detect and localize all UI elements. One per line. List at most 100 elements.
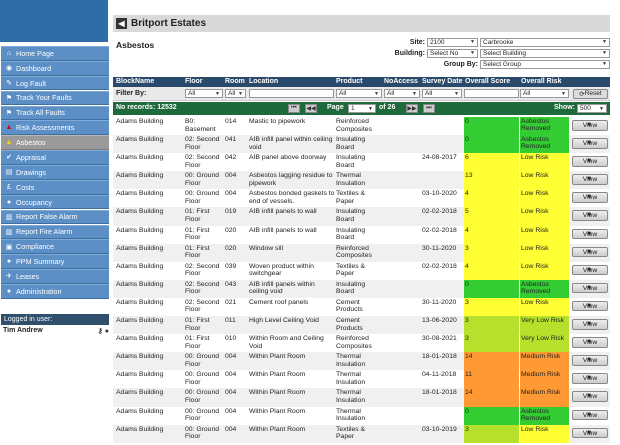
sidebar-item-appraisal[interactable]: ✔ Appraisal xyxy=(1,150,109,165)
view-icon: ■ xyxy=(587,411,591,418)
sidebar-item-ppm-summary[interactable]: ● PPM Summary xyxy=(1,254,109,269)
date-filter-select[interactable]: All ▼ xyxy=(422,89,462,98)
col-blockname[interactable]: BlockName xyxy=(116,78,155,85)
view-button[interactable]: ■ View xyxy=(572,427,608,439)
first-page-icon[interactable]: ⏮ xyxy=(288,104,300,113)
noaccess-filter-select[interactable]: All ▼ xyxy=(384,89,420,98)
view-button[interactable]: ■ View xyxy=(572,138,608,149)
view-button[interactable]: ■ View xyxy=(572,409,608,420)
col-overall-score[interactable]: Overall Score xyxy=(465,78,511,85)
view-button[interactable]: ■ View xyxy=(572,264,608,276)
table-row: Adams Building 01: First Floor 019 AIB infi… xyxy=(113,207,610,226)
check-icon: ✔ xyxy=(6,154,12,162)
cell-block: Adams Building xyxy=(116,172,164,180)
site-code-select[interactable]: 2100 ▼ xyxy=(427,37,478,47)
col-floor[interactable]: Floor xyxy=(185,78,203,85)
page-select[interactable]: 1 ▼ xyxy=(348,104,376,113)
sidebar-item-compliance[interactable]: ▣ Compliance xyxy=(1,239,109,255)
col-survey-date[interactable]: Survey Date xyxy=(422,78,463,85)
next-page-icon[interactable]: ▶▶ xyxy=(406,104,418,113)
sidebar-item-administration[interactable]: ● Administration xyxy=(1,284,109,299)
cell-product: Insulating Board xyxy=(336,136,366,151)
col-product[interactable]: Product xyxy=(336,78,363,85)
last-page-icon[interactable]: ⏭ xyxy=(423,104,435,113)
table-row: Adams Building 02: Second Floor 041 AIB inf… xyxy=(113,135,610,154)
cell-overall-score: 3 xyxy=(464,334,519,353)
room-filter-select[interactable]: All ▼ xyxy=(225,89,246,98)
cell-survey-date: 24-08-2017 xyxy=(422,154,457,162)
product-filter-select[interactable]: All ▼ xyxy=(336,89,382,98)
group-by-select[interactable]: Select Group ▼ xyxy=(480,59,610,70)
sidebar-item-dashboard[interactable]: ◉ Dashboard xyxy=(1,60,109,76)
cell-overall-score: 3 xyxy=(464,297,519,317)
cell-location: Window sill xyxy=(249,244,283,252)
view-button[interactable]: ■ View xyxy=(572,300,608,312)
cell-block: Adams Building xyxy=(116,136,164,144)
sidebar-item-report-fire-alarm[interactable]: ▥ Report Fire Alarm xyxy=(1,224,109,240)
location-filter-input[interactable] xyxy=(249,89,334,98)
building-name-select[interactable]: Select Building ▼ xyxy=(480,48,610,59)
view-button[interactable]: ■ View xyxy=(572,355,608,366)
score-filter-input[interactable] xyxy=(464,89,519,98)
sidebar-item-occupancy[interactable]: ● Occupancy xyxy=(1,194,109,210)
cell-product: Insulating Board xyxy=(336,208,366,223)
sidebar-item-home-page[interactable]: ⌂ Home Page xyxy=(1,46,109,61)
sidebar-item-label: Report False Alarm xyxy=(16,212,78,222)
cell-room: 014 xyxy=(225,118,237,125)
risk-filter-select[interactable]: All ▼ xyxy=(520,89,569,98)
cell-location: Asbestos bonded gaskets to end of vessel… xyxy=(249,190,335,205)
col-room[interactable]: Room xyxy=(225,78,245,85)
back-icon[interactable]: ◀ xyxy=(116,18,127,29)
floor-filter-select[interactable]: All ▼ xyxy=(185,89,223,98)
view-label: View xyxy=(582,140,598,148)
col-overall-risk[interactable]: Overall Risk xyxy=(521,78,562,85)
view-button[interactable]: ■ View xyxy=(572,228,608,240)
cell-product: Thermal Insulation xyxy=(336,371,366,386)
cell-floor: 02: Second Floor xyxy=(185,154,220,169)
sidebar-item-log-fault[interactable]: ✎ Log Fault xyxy=(1,75,109,91)
warning-icon: ▲ xyxy=(5,139,13,147)
cell-room: 019 xyxy=(225,208,237,216)
view-button[interactable]: ■ View xyxy=(572,282,608,294)
cell-floor: 00: Ground Floor xyxy=(185,407,220,423)
view-button[interactable]: ■ View xyxy=(572,120,608,131)
col-noaccess[interactable]: NoAccess xyxy=(384,78,418,85)
view-button[interactable]: ■ View xyxy=(572,156,608,167)
cell-overall-risk: Medium Risk xyxy=(520,370,569,389)
view-button[interactable]: ■ View xyxy=(572,319,608,330)
key-icon[interactable]: ⚷ xyxy=(97,328,103,335)
users-icon[interactable]: ● xyxy=(104,328,109,335)
view-button[interactable]: ■ View xyxy=(572,174,608,185)
chevron-down-icon: ▼ xyxy=(215,90,220,97)
refresh-icon: ⟳ xyxy=(579,90,585,98)
ppm-icon: ● xyxy=(6,258,12,266)
sidebar-item-risk-assessments[interactable]: ▲ Risk Assessments xyxy=(1,120,109,136)
view-button[interactable]: ■ View xyxy=(572,246,608,258)
reset-button[interactable]: ⟳ Reset xyxy=(573,88,608,99)
sidebar-item-asbestos[interactable]: ▲ Asbestos xyxy=(1,135,109,150)
sidebar-item-track-your-faults[interactable]: ⚑ Track Your Faults xyxy=(1,90,109,106)
cell-floor: 02: Second Floor xyxy=(185,136,220,151)
pound-icon: £ xyxy=(7,183,11,191)
view-button[interactable]: ■ View xyxy=(572,210,608,221)
view-button[interactable]: ■ View xyxy=(572,373,608,384)
cell-location: AIB infill panels to wall xyxy=(249,208,317,216)
sidebar-item-leases[interactable]: ✈ Leases xyxy=(1,269,109,284)
col-location[interactable]: Location xyxy=(249,78,279,85)
sidebar-item-drawings[interactable]: ▤ Drawings xyxy=(1,165,109,180)
cell-overall-score: 5 xyxy=(464,207,519,226)
view-button[interactable]: ■ View xyxy=(572,337,608,348)
view-button[interactable]: ■ View xyxy=(572,192,608,203)
sidebar-item-track-all-faults[interactable]: ⚑ Track All Faults xyxy=(1,105,109,121)
filter-by-label: Filter By: xyxy=(116,90,147,97)
view-label: View xyxy=(582,429,598,437)
prev-page-icon[interactable]: ◀◀ xyxy=(305,104,317,113)
building-code-select[interactable]: Select No ▼ xyxy=(427,48,478,59)
site-name-select[interactable]: Carbrooke ▼ xyxy=(480,37,610,47)
sidebar-item-report-false-alarm[interactable]: ▥ Report False Alarm xyxy=(1,209,109,225)
cell-overall-score: 3 xyxy=(464,243,519,262)
show-select[interactable]: 500 ▼ xyxy=(577,104,607,113)
view-button[interactable]: ■ View xyxy=(572,391,608,402)
sidebar-item-costs[interactable]: £ Costs xyxy=(1,179,109,195)
cell-block: Adams Building xyxy=(116,118,164,125)
